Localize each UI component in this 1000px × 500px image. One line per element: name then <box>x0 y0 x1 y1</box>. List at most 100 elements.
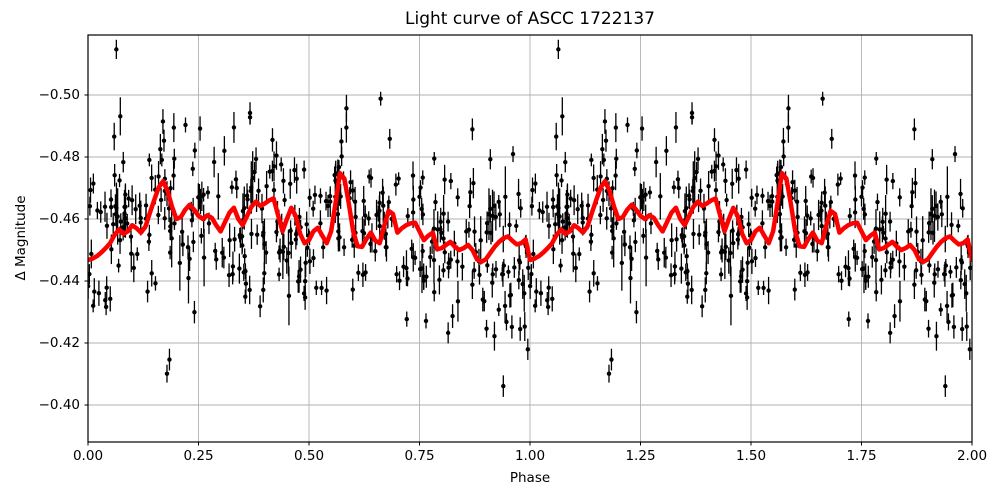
scatter-point <box>484 220 490 226</box>
scatter-point <box>580 220 585 225</box>
scatter-point <box>410 173 416 178</box>
scatter-point <box>614 156 619 161</box>
scatter-point <box>625 122 630 128</box>
scatter-point <box>366 216 371 221</box>
scatter-point <box>112 134 117 139</box>
scatter-point <box>675 177 681 182</box>
scatter-point <box>441 211 446 216</box>
scatter-point <box>435 227 440 232</box>
scatter-point <box>432 156 437 161</box>
scatter-point <box>304 222 309 227</box>
x-tick-label: 1.50 <box>735 448 767 464</box>
scatter-point <box>431 226 437 231</box>
scatter-point <box>836 272 841 277</box>
scatter-point <box>545 304 551 310</box>
scatter-point <box>912 127 917 132</box>
scatter-point <box>387 136 392 142</box>
scatter-point <box>960 206 965 211</box>
smoothed-curve <box>88 170 972 265</box>
x-tick-label: 0.75 <box>404 448 435 464</box>
scatter-point <box>760 221 765 226</box>
scatter-point <box>563 159 568 165</box>
scatter-point <box>167 357 172 362</box>
scatter-point <box>244 193 250 198</box>
scatter-point <box>877 227 882 232</box>
scatter-point <box>663 255 669 260</box>
scatter-point <box>874 290 879 295</box>
scatter-point <box>690 188 696 194</box>
scatter-point <box>897 299 903 304</box>
scatter-point <box>432 290 437 295</box>
scatter-point <box>298 267 303 272</box>
x-tick-label: 2.00 <box>956 448 988 464</box>
scatter-point <box>514 223 519 229</box>
scatter-point <box>874 156 879 161</box>
scatter-point <box>964 324 969 329</box>
scatter-point <box>133 207 138 212</box>
scatter-point <box>664 148 669 154</box>
scatter-point <box>600 197 606 203</box>
scatter-point <box>512 265 517 270</box>
scatter-point <box>450 313 455 319</box>
scatter-point <box>500 272 506 277</box>
scatter-point <box>968 265 972 271</box>
scatter-point <box>534 289 539 294</box>
scatter-point <box>873 257 879 263</box>
scatter-point <box>556 47 561 52</box>
scatter-point <box>471 180 476 186</box>
scatter-point <box>96 290 102 296</box>
scatter-point <box>875 199 880 205</box>
scatter-point <box>781 139 786 144</box>
scatter-point <box>571 198 577 203</box>
scatter-point <box>501 383 506 389</box>
scatter-point <box>446 265 451 270</box>
scatter-point <box>381 203 386 208</box>
scatter-point <box>557 214 562 219</box>
scatter-point <box>411 197 416 202</box>
scatter-point <box>568 196 573 201</box>
scatter-point <box>186 275 191 281</box>
scatter-point <box>205 190 211 195</box>
scatter-point <box>865 318 871 324</box>
scatter-point <box>595 281 600 286</box>
scatter-point <box>658 194 663 199</box>
scatter-point <box>271 187 277 193</box>
scatter-point <box>420 175 425 180</box>
scatter-point <box>621 229 627 234</box>
scatter-point <box>573 265 579 271</box>
scatter-point <box>197 126 203 131</box>
scatter-point <box>88 271 92 277</box>
scatter-point <box>656 257 661 262</box>
scatter-point <box>108 296 113 302</box>
scatter-point <box>863 278 868 283</box>
scatter-point <box>958 258 964 263</box>
scatter-point <box>835 182 841 187</box>
scatter-point <box>378 96 383 101</box>
scatter-point <box>909 204 914 209</box>
scatter-point <box>333 171 338 177</box>
scatter-point <box>171 125 177 130</box>
scatter-point <box>274 153 279 158</box>
scatter-point <box>689 110 695 116</box>
scatter-point <box>756 285 761 291</box>
scatter-point <box>164 371 170 376</box>
x-tick-label: 0.00 <box>72 448 104 464</box>
scatter-point <box>103 304 109 310</box>
scatter-point <box>401 264 406 269</box>
scatter-point <box>956 223 961 229</box>
scatter-point <box>344 106 349 111</box>
scatter-point <box>338 194 343 199</box>
scatter-point <box>786 106 791 111</box>
scatter-point <box>118 114 123 119</box>
y-tick-label: −0.50 <box>38 87 80 103</box>
scatter-point <box>460 264 465 269</box>
scatter-point <box>553 222 558 227</box>
scatter-point <box>396 176 401 181</box>
scatter-point <box>502 303 508 309</box>
scatter-point <box>930 157 935 162</box>
scatter-point <box>423 318 429 324</box>
scatter-point <box>117 237 123 243</box>
scatter-point <box>887 330 893 336</box>
x-tick-label: 1.75 <box>846 448 877 464</box>
